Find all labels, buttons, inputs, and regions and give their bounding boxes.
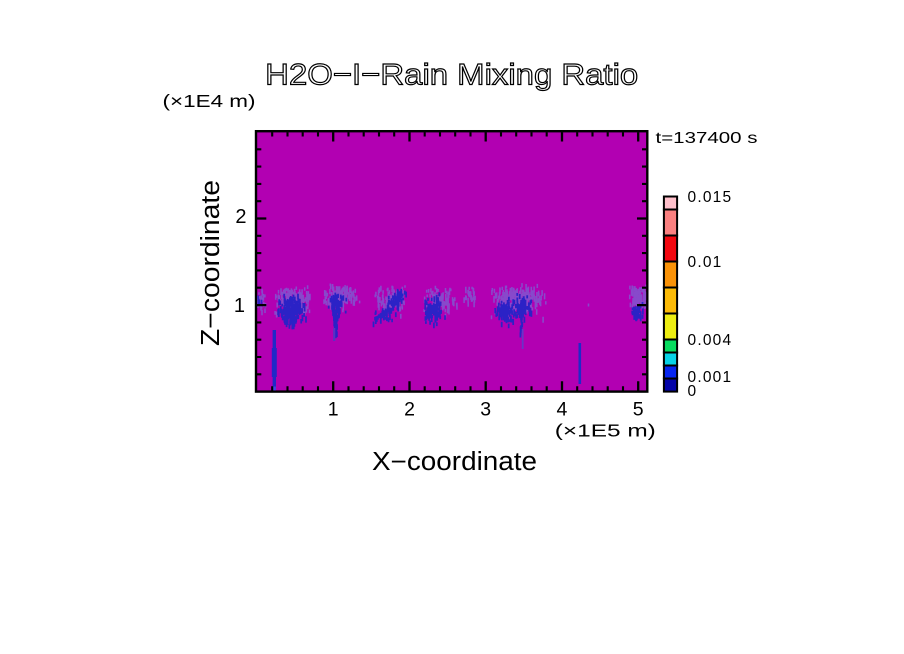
svg-text:0.004: 0.004	[688, 332, 733, 349]
svg-text:(×1E5 m): (×1E5 m)	[555, 421, 656, 441]
svg-text:1: 1	[234, 295, 245, 317]
svg-text:0: 0	[688, 383, 698, 400]
svg-text:4: 4	[556, 398, 567, 420]
svg-text:1: 1	[328, 398, 339, 420]
svg-text:2: 2	[404, 398, 415, 420]
svg-text:X−coordinate: X−coordinate	[372, 448, 537, 476]
svg-text:t=137400 s: t=137400 s	[656, 130, 758, 147]
svg-text:3: 3	[480, 398, 491, 420]
svg-text:2: 2	[235, 206, 246, 228]
svg-text:Z−coordinate: Z−coordinate	[197, 180, 225, 346]
svg-text:5: 5	[633, 398, 644, 420]
svg-text:0.001: 0.001	[688, 369, 733, 386]
svg-text:(×1E4 m): (×1E4 m)	[163, 91, 256, 111]
svg-text:0.01: 0.01	[688, 254, 723, 271]
svg-text:0.015: 0.015	[688, 189, 733, 206]
svg-text:H2O−I−Rain Mixing Ratio: H2O−I−Rain Mixing Ratio	[265, 59, 638, 92]
